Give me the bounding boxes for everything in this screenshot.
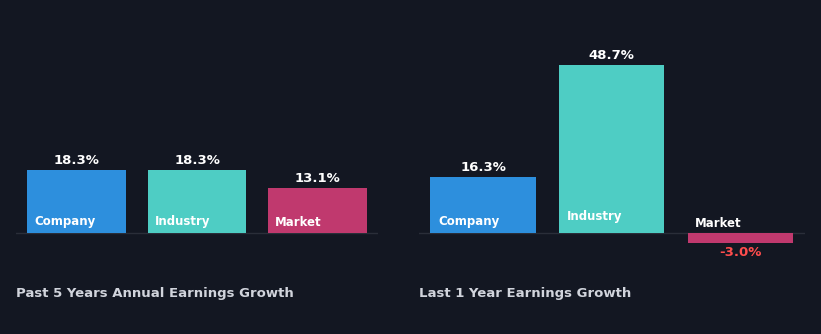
Text: Company: Company bbox=[438, 215, 499, 228]
Bar bbox=[148, 170, 246, 233]
Text: Company: Company bbox=[34, 215, 96, 228]
Text: -3.0%: -3.0% bbox=[719, 245, 761, 259]
Text: Past 5 Years Annual Earnings Growth: Past 5 Years Annual Earnings Growth bbox=[16, 287, 294, 300]
Text: 48.7%: 48.7% bbox=[589, 49, 635, 62]
Text: Market: Market bbox=[275, 216, 322, 229]
Text: Last 1 Year Earnings Growth: Last 1 Year Earnings Growth bbox=[419, 287, 631, 300]
Text: 16.3%: 16.3% bbox=[460, 161, 506, 173]
Text: Market: Market bbox=[695, 217, 742, 230]
Bar bbox=[559, 65, 664, 233]
Bar bbox=[27, 170, 126, 233]
Text: 18.3%: 18.3% bbox=[53, 154, 99, 167]
Text: Industry: Industry bbox=[566, 210, 622, 223]
Bar bbox=[430, 177, 536, 233]
Text: 18.3%: 18.3% bbox=[174, 154, 220, 167]
Text: Industry: Industry bbox=[155, 215, 210, 228]
Bar bbox=[268, 188, 367, 233]
Text: 13.1%: 13.1% bbox=[295, 172, 341, 184]
Bar bbox=[687, 233, 793, 243]
